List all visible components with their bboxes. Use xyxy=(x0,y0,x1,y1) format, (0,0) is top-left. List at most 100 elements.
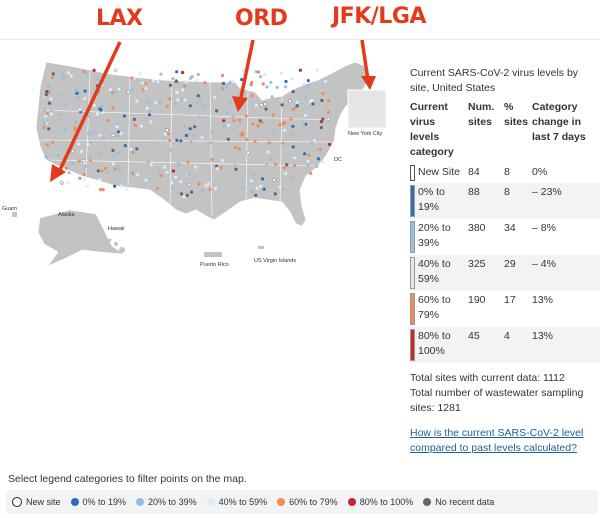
site-point[interactable] xyxy=(180,97,184,101)
site-point[interactable] xyxy=(102,135,106,140)
site-point[interactable] xyxy=(95,77,99,81)
site-point[interactable] xyxy=(100,104,104,108)
site-point[interactable] xyxy=(92,103,96,107)
site-point[interactable] xyxy=(234,146,238,150)
site-point[interactable] xyxy=(44,155,48,159)
site-point[interactable] xyxy=(291,107,295,112)
legend-item[interactable]: 0% to 19% xyxy=(70,497,126,507)
site-point[interactable] xyxy=(126,90,130,94)
site-point[interactable] xyxy=(62,75,66,79)
site-point[interactable] xyxy=(113,68,118,73)
site-point[interactable] xyxy=(215,164,219,168)
site-point[interactable] xyxy=(135,147,139,151)
site-point[interactable] xyxy=(56,153,60,158)
site-point[interactable] xyxy=(171,186,175,190)
site-point[interactable] xyxy=(86,184,90,189)
site-point[interactable] xyxy=(141,88,145,92)
site-point[interactable] xyxy=(57,113,61,117)
site-point[interactable] xyxy=(145,106,149,111)
site-point[interactable] xyxy=(251,172,255,177)
site-point[interactable] xyxy=(83,89,87,93)
site-point[interactable] xyxy=(291,90,295,94)
site-point[interactable] xyxy=(281,141,285,145)
site-point[interactable] xyxy=(175,70,179,74)
site-point[interactable] xyxy=(168,138,172,142)
site-point[interactable] xyxy=(312,139,316,143)
site-point[interactable] xyxy=(179,192,184,196)
site-point[interactable] xyxy=(98,133,102,137)
site-point[interactable] xyxy=(240,77,244,82)
site-point[interactable] xyxy=(319,126,323,130)
site-point[interactable] xyxy=(82,172,86,177)
site-point[interactable] xyxy=(169,148,173,152)
site-point[interactable] xyxy=(175,190,179,194)
site-point[interactable] xyxy=(196,94,200,98)
site-point[interactable] xyxy=(67,171,71,175)
site-point[interactable] xyxy=(310,141,314,145)
site-point[interactable] xyxy=(117,87,121,91)
site-point[interactable] xyxy=(309,171,313,175)
site-point[interactable] xyxy=(228,81,232,85)
site-point[interactable] xyxy=(188,104,192,108)
site-point[interactable] xyxy=(116,165,120,169)
site-point[interactable] xyxy=(289,117,293,121)
site-point[interactable] xyxy=(130,76,134,80)
site-point[interactable] xyxy=(76,142,81,146)
site-point[interactable] xyxy=(73,128,77,132)
site-point[interactable] xyxy=(144,81,148,85)
site-point[interactable] xyxy=(306,84,310,89)
site-point[interactable] xyxy=(62,128,67,132)
site-point[interactable] xyxy=(197,115,201,119)
site-point[interactable] xyxy=(157,169,161,173)
site-point[interactable] xyxy=(146,160,150,164)
site-point[interactable] xyxy=(244,114,248,118)
site-point[interactable] xyxy=(86,142,90,146)
site-point[interactable] xyxy=(303,152,307,156)
site-point[interactable] xyxy=(282,166,287,170)
site-point[interactable] xyxy=(119,132,123,136)
site-point[interactable] xyxy=(73,120,78,124)
site-point[interactable] xyxy=(264,107,268,111)
legend-item[interactable]: 60% to 79% xyxy=(277,497,338,507)
site-point[interactable] xyxy=(292,156,296,160)
site-point[interactable] xyxy=(117,151,121,155)
site-point[interactable] xyxy=(179,139,183,143)
site-point[interactable] xyxy=(279,71,284,75)
site-point[interactable] xyxy=(175,91,179,95)
site-point[interactable] xyxy=(81,158,86,163)
site-point[interactable] xyxy=(293,164,297,168)
legend-item[interactable]: 80% to 100% xyxy=(347,497,413,507)
site-point[interactable] xyxy=(59,94,63,98)
site-point[interactable] xyxy=(210,157,214,162)
site-point[interactable] xyxy=(86,131,91,136)
site-point[interactable] xyxy=(183,84,187,88)
site-point[interactable] xyxy=(288,99,292,104)
site-point[interactable] xyxy=(85,71,89,75)
site-point[interactable] xyxy=(256,124,260,128)
site-point[interactable] xyxy=(159,174,163,178)
site-point[interactable] xyxy=(208,187,212,192)
site-point[interactable] xyxy=(115,125,119,129)
site-point[interactable] xyxy=(82,178,86,182)
site-point[interactable] xyxy=(187,172,191,177)
site-point[interactable] xyxy=(195,101,199,106)
site-point[interactable] xyxy=(302,82,306,86)
site-point[interactable] xyxy=(278,123,282,127)
site-point[interactable] xyxy=(165,104,169,108)
site-point[interactable] xyxy=(60,72,65,76)
site-point[interactable] xyxy=(108,88,113,92)
site-point[interactable] xyxy=(131,172,135,176)
site-point[interactable] xyxy=(148,109,152,113)
site-point[interactable] xyxy=(47,101,52,105)
us-wastewater-map[interactable]: Guam Alaska Hawaii Puerto Rico US Virgin… xyxy=(0,40,395,280)
site-point[interactable] xyxy=(271,113,275,117)
site-point[interactable] xyxy=(215,109,219,113)
site-point[interactable] xyxy=(144,178,148,182)
site-point[interactable] xyxy=(213,96,217,100)
site-point[interactable] xyxy=(291,132,295,136)
site-point[interactable] xyxy=(192,134,196,138)
site-point[interactable] xyxy=(193,125,197,129)
site-point[interactable] xyxy=(233,163,237,167)
site-point[interactable] xyxy=(77,159,81,163)
site-points[interactable] xyxy=(42,68,332,199)
